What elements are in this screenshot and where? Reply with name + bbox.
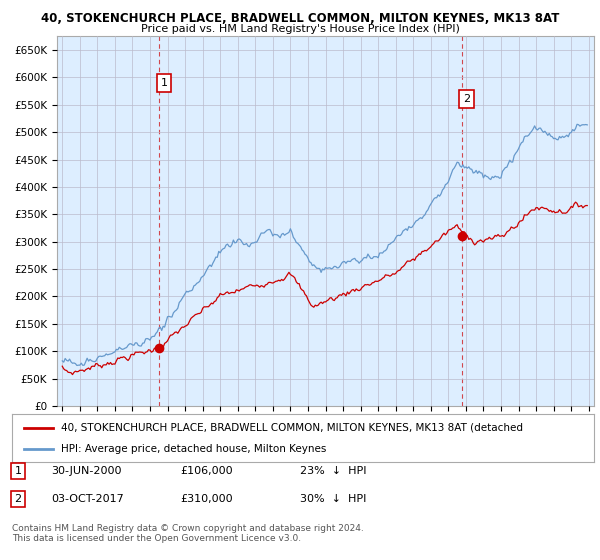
Text: 03-OCT-2017: 03-OCT-2017 bbox=[51, 494, 124, 504]
Text: 40, STOKENCHURCH PLACE, BRADWELL COMMON, MILTON KEYNES, MK13 8AT (detached: 40, STOKENCHURCH PLACE, BRADWELL COMMON,… bbox=[61, 423, 523, 433]
Text: 1: 1 bbox=[14, 466, 22, 476]
Text: £106,000: £106,000 bbox=[180, 466, 233, 476]
Text: Price paid vs. HM Land Registry's House Price Index (HPI): Price paid vs. HM Land Registry's House … bbox=[140, 24, 460, 34]
Text: 2: 2 bbox=[463, 95, 470, 104]
Text: 1: 1 bbox=[161, 78, 167, 88]
Text: 23%  ↓  HPI: 23% ↓ HPI bbox=[300, 466, 367, 476]
Text: 2: 2 bbox=[14, 494, 22, 504]
Text: £310,000: £310,000 bbox=[180, 494, 233, 504]
Text: 30-JUN-2000: 30-JUN-2000 bbox=[51, 466, 121, 476]
Text: HPI: Average price, detached house, Milton Keynes: HPI: Average price, detached house, Milt… bbox=[61, 444, 327, 454]
Text: Contains HM Land Registry data © Crown copyright and database right 2024.
This d: Contains HM Land Registry data © Crown c… bbox=[12, 524, 364, 543]
Text: 40, STOKENCHURCH PLACE, BRADWELL COMMON, MILTON KEYNES, MK13 8AT: 40, STOKENCHURCH PLACE, BRADWELL COMMON,… bbox=[41, 12, 559, 25]
Text: 30%  ↓  HPI: 30% ↓ HPI bbox=[300, 494, 367, 504]
